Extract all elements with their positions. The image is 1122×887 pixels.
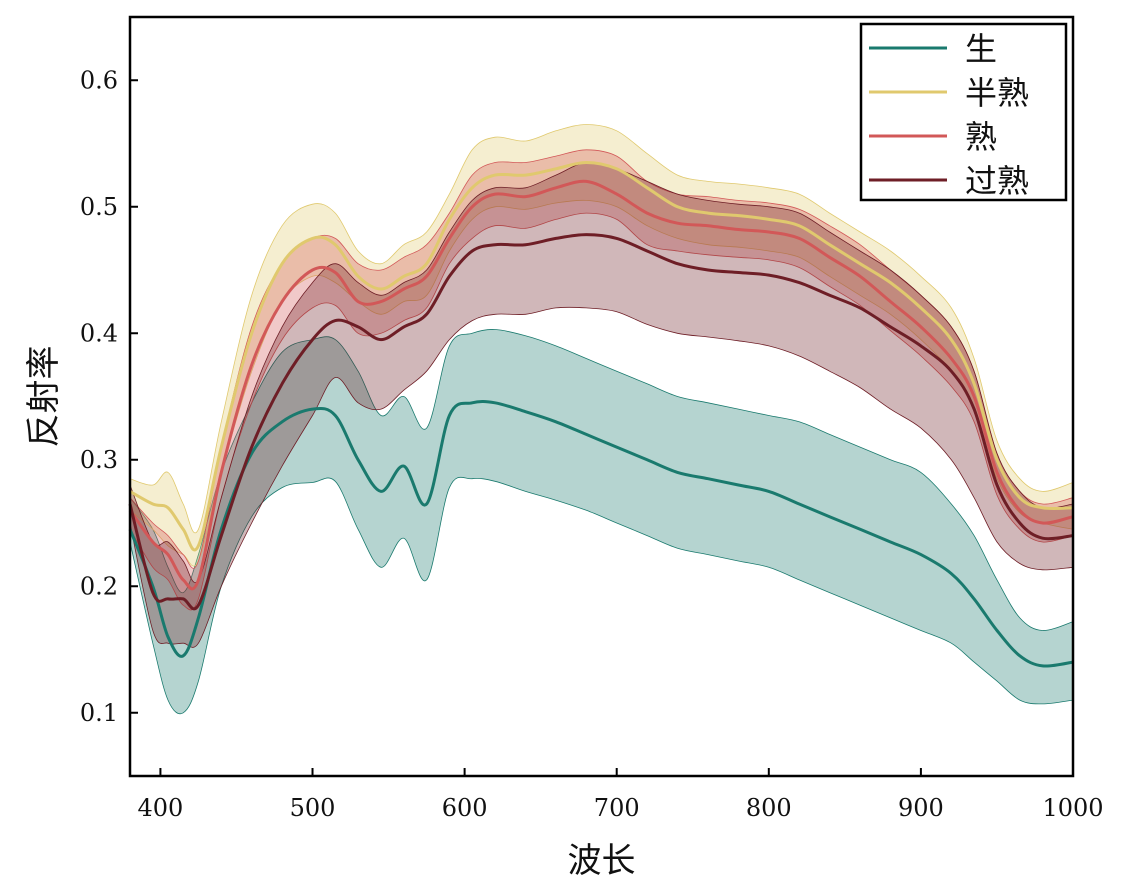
y-tick-label-3: 0.4 xyxy=(80,319,118,347)
mean-lines xyxy=(128,160,1074,668)
x-tick-label-800: 800 xyxy=(746,794,792,822)
line-half-ripe xyxy=(129,160,1074,552)
legend-box xyxy=(859,22,1068,202)
x-axis-ticks: 400 500 600 700 800 900 1000 xyxy=(138,768,1104,822)
plot-area-frame xyxy=(128,15,1075,778)
x-tick-label-600: 600 xyxy=(442,794,488,822)
legend-label-raw: 生 xyxy=(965,30,997,68)
y-axis-ticks: 0.1 0.2 0.3 0.4 0.5 0.6 xyxy=(80,66,138,727)
y-tick-label-5: 0.6 xyxy=(80,66,118,94)
x-axis-title: 波长 xyxy=(568,841,636,881)
line-overripe xyxy=(128,233,1074,611)
legend-label-half-ripe: 半熟 xyxy=(965,74,1029,112)
band-raw xyxy=(129,329,1074,715)
x-tick-label-400: 400 xyxy=(138,794,184,822)
y-axis-title: 反射率 xyxy=(24,346,64,448)
x-tick-label-1000: 1000 xyxy=(1042,794,1103,822)
x-tick-label-500: 500 xyxy=(290,794,336,822)
legend-label-ripe: 熟 xyxy=(965,118,997,156)
y-tick-label-4: 0.5 xyxy=(80,193,118,221)
y-tick-label-0: 0.1 xyxy=(80,699,118,727)
confidence-bands xyxy=(129,124,1074,715)
x-tick-label-700: 700 xyxy=(594,794,640,822)
y-tick-label-1: 0.2 xyxy=(80,572,118,600)
legend-label-overripe: 过熟 xyxy=(965,162,1029,200)
line-ripe xyxy=(128,179,1074,591)
y-tick-label-2: 0.3 xyxy=(80,446,118,474)
x-tick-label-900: 900 xyxy=(898,794,944,822)
